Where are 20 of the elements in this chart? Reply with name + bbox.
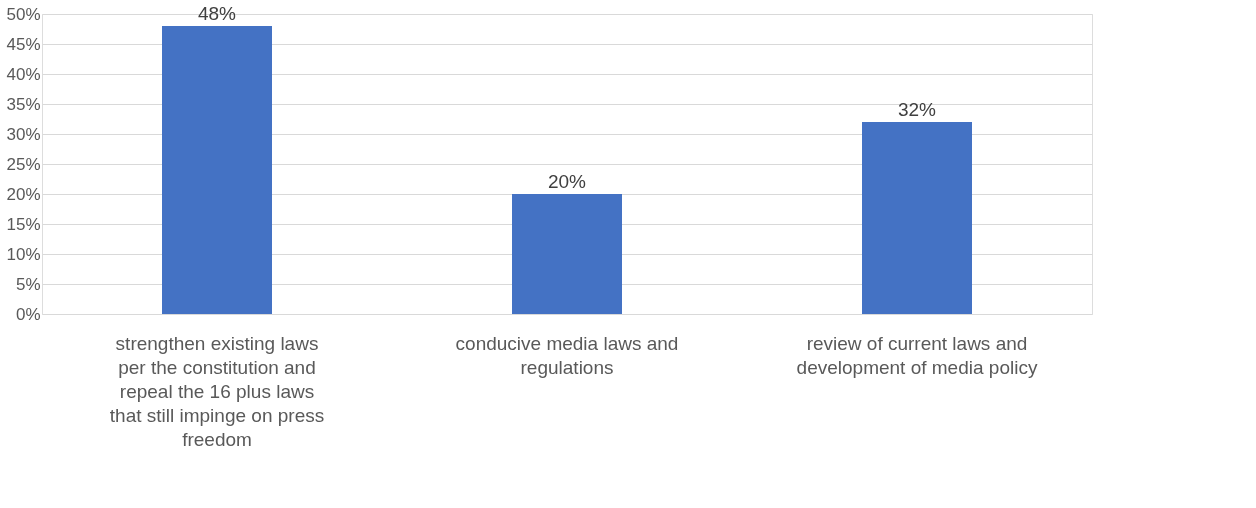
y-tick-label: 15% (6, 214, 41, 234)
y-tick-label: 40% (6, 64, 41, 84)
bar (512, 194, 622, 314)
y-tick-label: 25% (6, 154, 41, 174)
bar (862, 122, 972, 314)
y-tick-label: 20% (6, 184, 41, 204)
y-tick-label: 30% (6, 124, 41, 144)
y-tick-label: 45% (6, 34, 41, 54)
y-tick-label: 0% (15, 304, 41, 324)
x-tick-label: strengthen existing laws per the constitution and repeal the 16 plus laws that still impinge on press freedom (109, 332, 325, 450)
data-label: 20% (547, 171, 587, 192)
data-label: 32% (897, 99, 937, 120)
bar (162, 26, 272, 314)
y-tick-label: 10% (6, 244, 41, 264)
x-tick-label: conducive media laws and regulations (455, 332, 679, 378)
y-tick-label: 35% (6, 94, 41, 114)
data-label: 48% (197, 3, 237, 24)
y-tick-label: 50% (6, 4, 41, 24)
x-tick-label: review of current laws and development of media policy (796, 332, 1038, 378)
y-tick-label: 5% (15, 274, 41, 294)
